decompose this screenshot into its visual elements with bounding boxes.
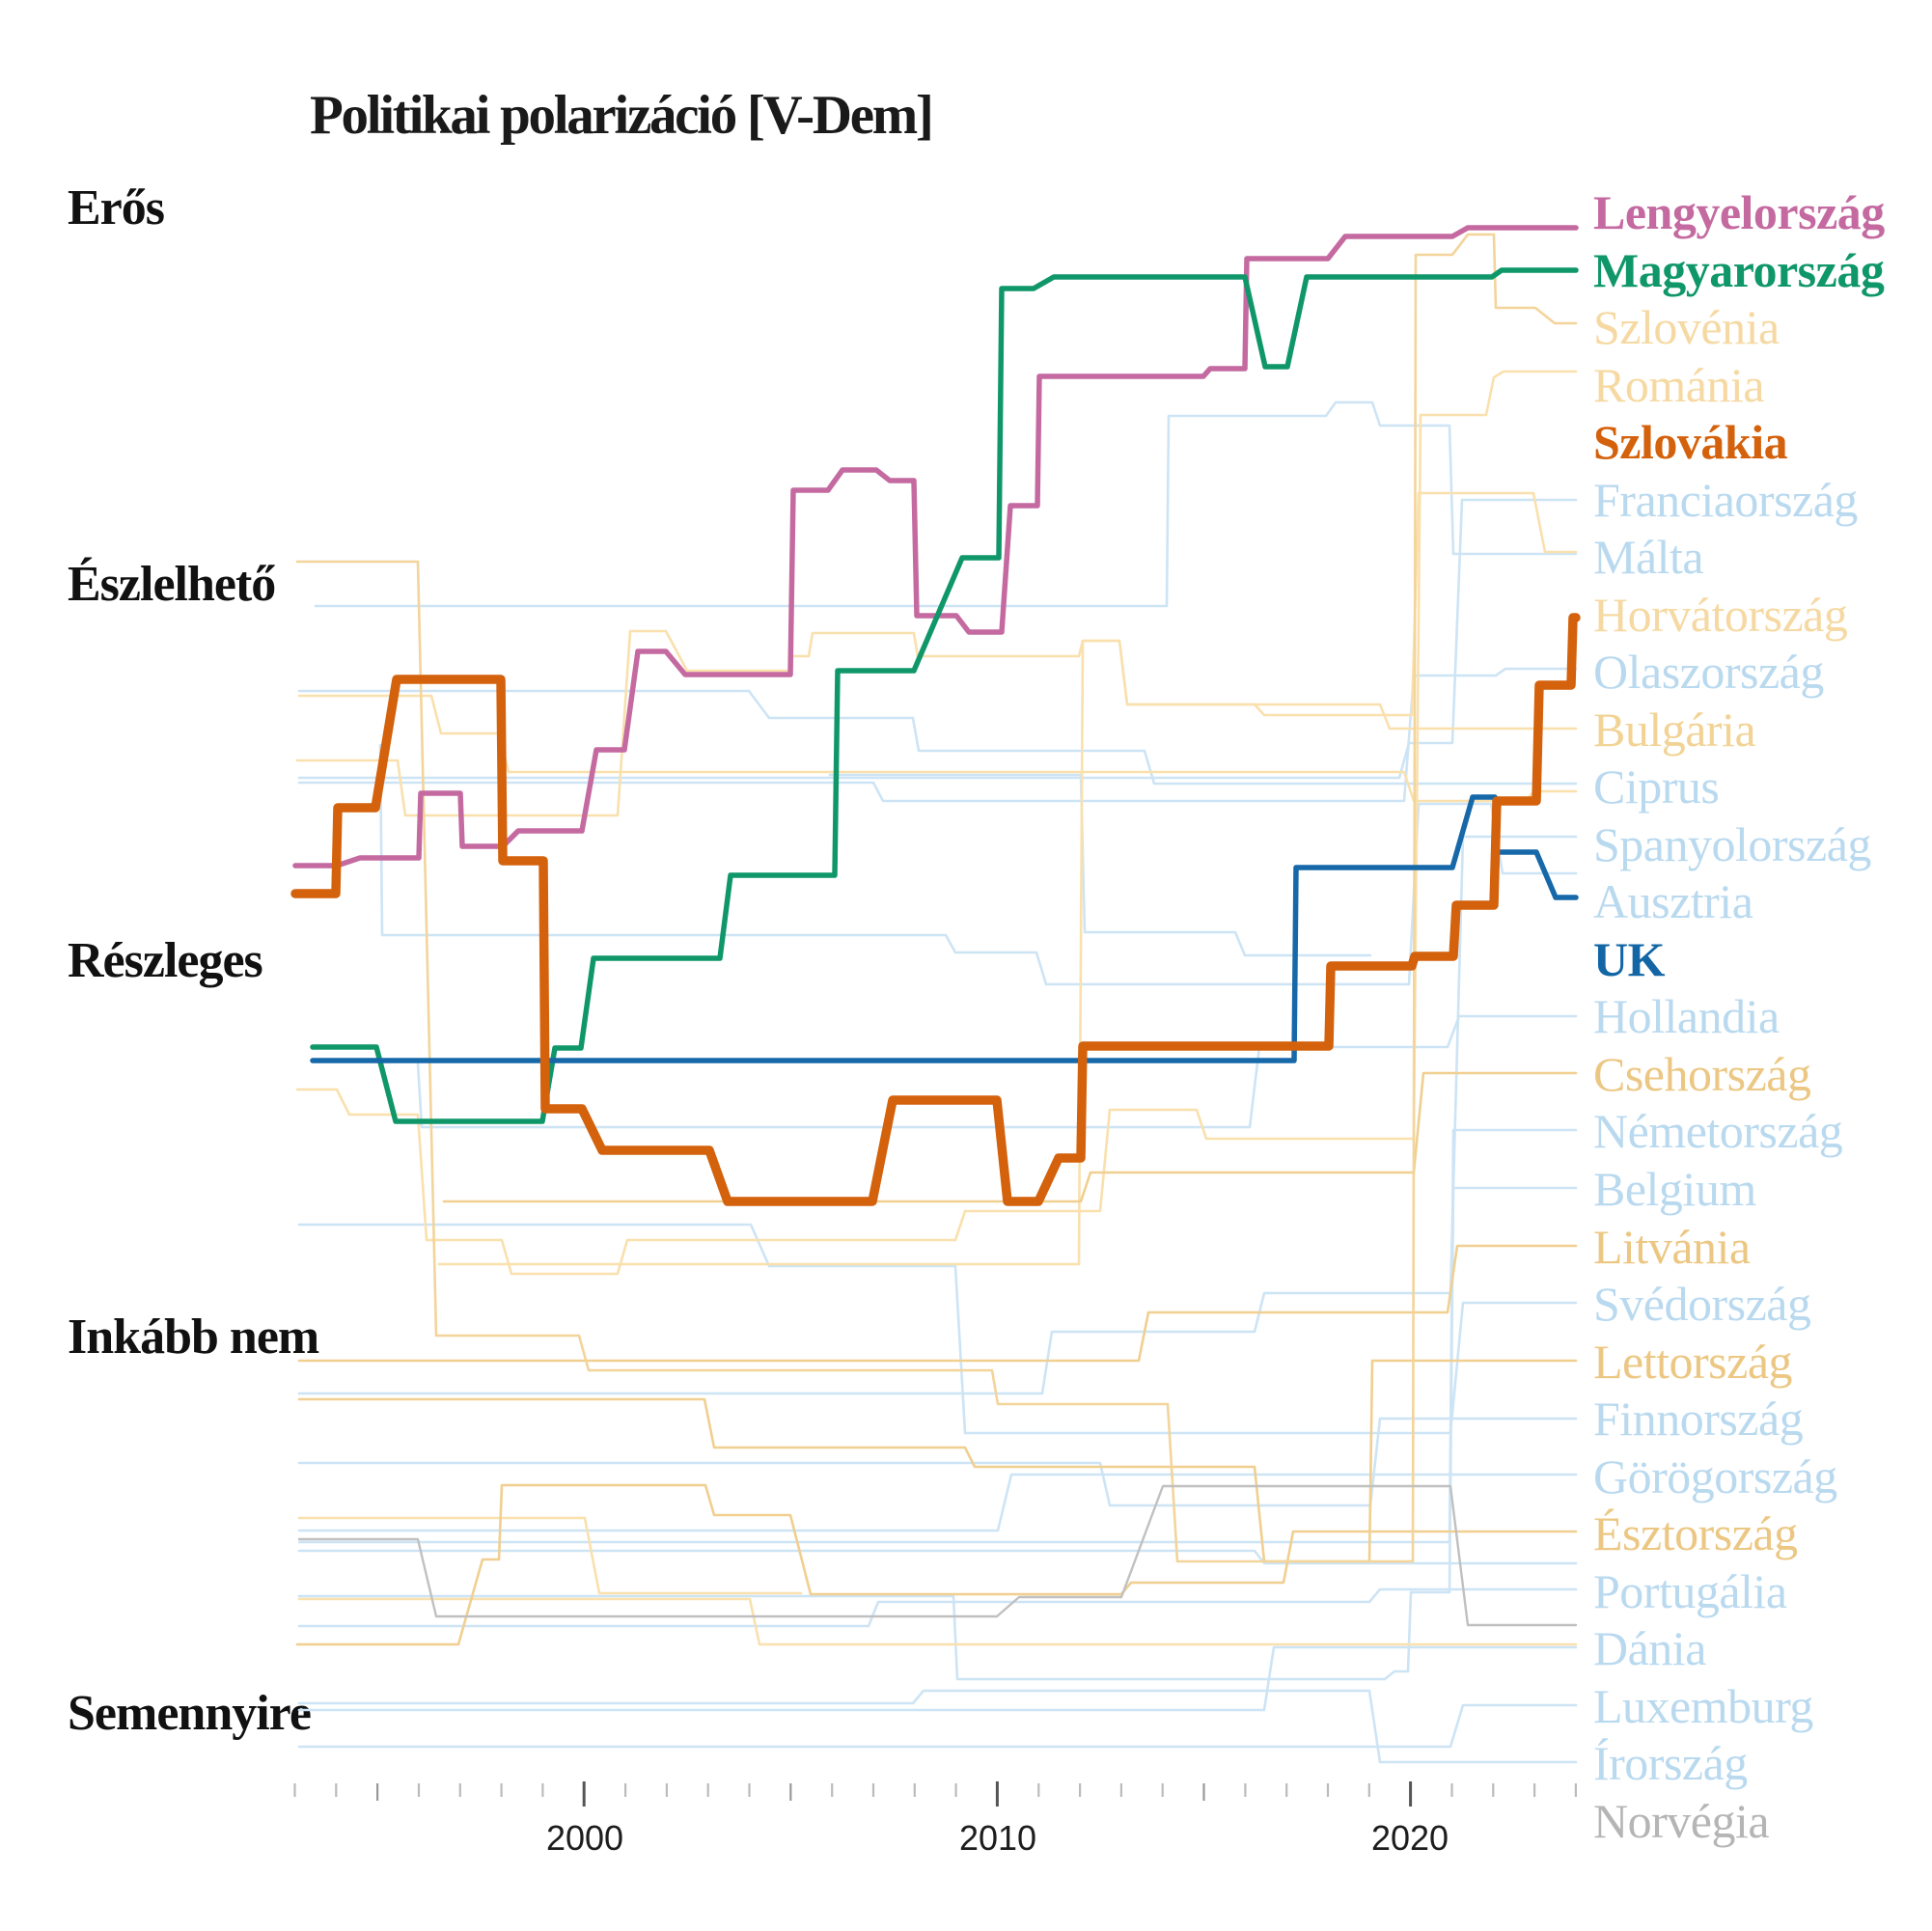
svg-text:Finnország: Finnország — [1593, 1392, 1804, 1446]
svg-text:Málta: Málta — [1593, 530, 1703, 584]
svg-text:Észtország: Észtország — [1593, 1506, 1798, 1560]
svg-text:2010: 2010 — [959, 1818, 1036, 1858]
svg-text:Románia: Románia — [1593, 358, 1764, 412]
svg-text:Írország: Írország — [1593, 1736, 1748, 1790]
svg-text:Észlelhető: Észlelhető — [68, 556, 275, 612]
svg-text:UK: UK — [1593, 932, 1666, 986]
svg-text:Politikai polarizáció [V-Dem]: Politikai polarizáció [V-Dem] — [310, 85, 932, 146]
svg-text:Részleges: Részleges — [68, 933, 262, 988]
svg-text:Magyarország: Magyarország — [1593, 243, 1885, 297]
svg-text:Belgium: Belgium — [1593, 1162, 1756, 1216]
svg-text:Norvégia: Norvégia — [1593, 1794, 1769, 1848]
svg-text:Litvánia: Litvánia — [1593, 1220, 1751, 1274]
svg-text:Csehország: Csehország — [1593, 1047, 1811, 1101]
svg-text:Ausztria: Ausztria — [1593, 874, 1753, 928]
svg-text:2000: 2000 — [546, 1818, 623, 1858]
svg-text:Szlovákia: Szlovákia — [1593, 415, 1788, 469]
svg-text:Hollandia: Hollandia — [1593, 989, 1780, 1043]
svg-text:Inkább nem: Inkább nem — [68, 1310, 319, 1365]
svg-text:Spanyolország: Spanyolország — [1593, 817, 1871, 871]
svg-text:2020: 2020 — [1371, 1818, 1449, 1858]
svg-text:Bulgária: Bulgária — [1593, 703, 1755, 757]
svg-text:Luxemburg: Luxemburg — [1593, 1679, 1813, 1733]
svg-text:Németország: Németország — [1593, 1104, 1843, 1158]
svg-text:Olaszország: Olaszország — [1593, 645, 1824, 699]
svg-text:Portugália: Portugália — [1593, 1564, 1787, 1618]
svg-text:Lengyelország: Lengyelország — [1593, 185, 1885, 239]
svg-text:Szlovénia: Szlovénia — [1593, 300, 1780, 354]
svg-text:Horvátország: Horvátország — [1593, 588, 1848, 642]
svg-text:Semennyire: Semennyire — [68, 1686, 311, 1741]
svg-text:Franciaország: Franciaország — [1593, 473, 1858, 527]
svg-text:Görögország: Görögország — [1593, 1449, 1837, 1503]
svg-text:Ciprus: Ciprus — [1593, 759, 1719, 814]
svg-text:Svédország: Svédország — [1593, 1277, 1811, 1331]
svg-text:Dánia: Dánia — [1593, 1621, 1706, 1675]
svg-text:Lettország: Lettország — [1593, 1335, 1793, 1389]
svg-text:Erős: Erős — [68, 180, 164, 235]
